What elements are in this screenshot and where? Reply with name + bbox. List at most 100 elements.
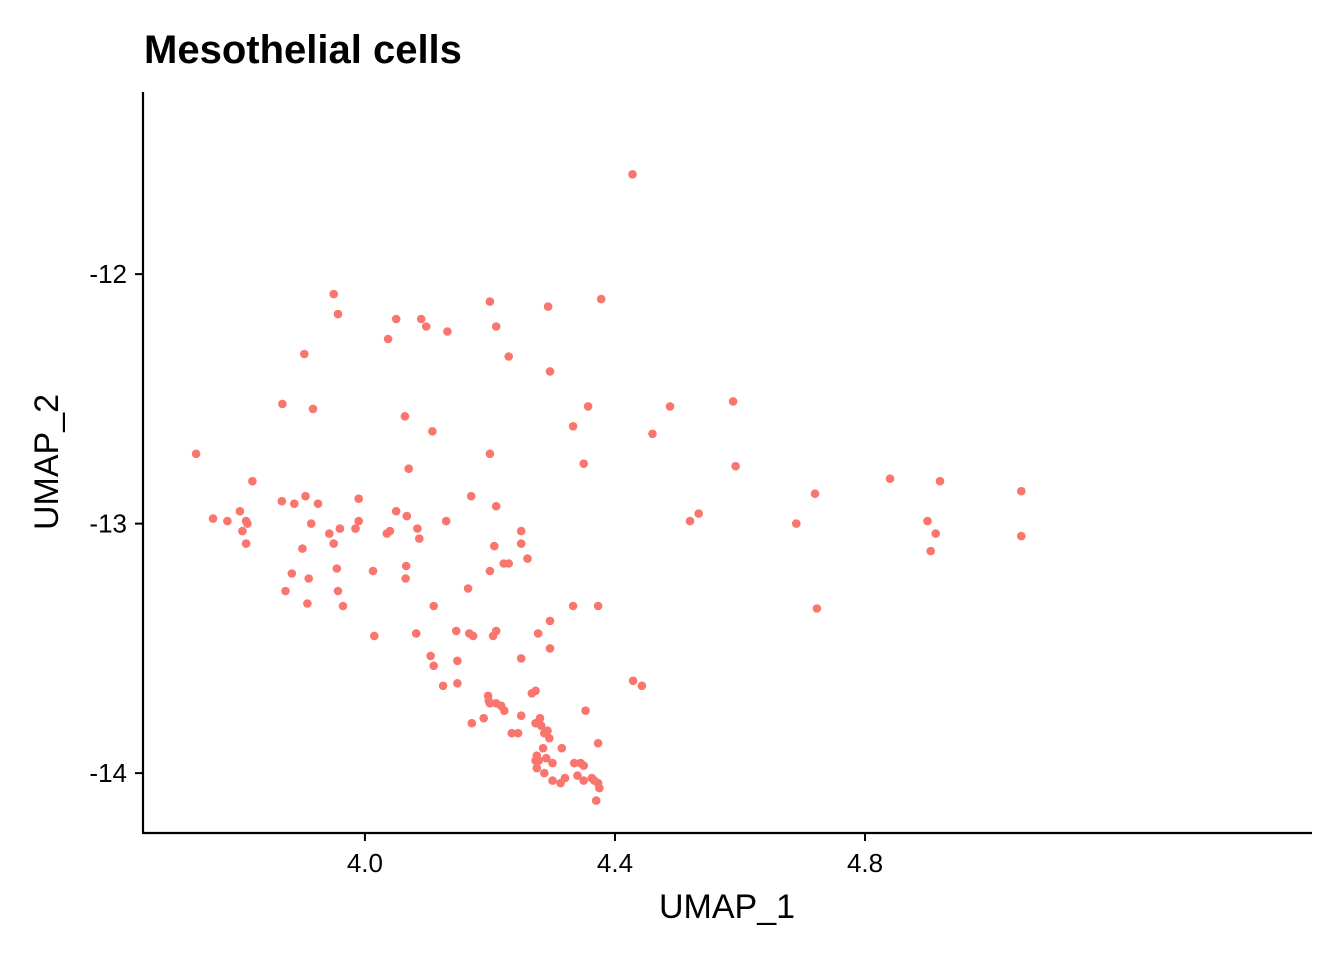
data-point <box>568 601 578 611</box>
data-point <box>335 524 345 533</box>
data-point <box>248 476 257 486</box>
data-point <box>428 427 437 436</box>
data-point <box>351 524 360 533</box>
data-point <box>810 489 820 499</box>
data-point <box>568 422 578 431</box>
data-point <box>595 783 604 793</box>
x-tick-label: 4.4 <box>597 848 633 878</box>
data-point <box>573 771 582 780</box>
data-point <box>504 352 513 361</box>
x-axis-title: UMAP_1 <box>659 888 795 926</box>
data-point <box>485 699 495 708</box>
data-point <box>441 516 451 526</box>
data-point <box>466 491 476 501</box>
data-point <box>354 494 364 504</box>
data-point <box>516 526 526 536</box>
data-point <box>413 524 422 533</box>
data-point <box>301 491 310 501</box>
data-point <box>488 631 498 641</box>
data-point <box>490 541 499 551</box>
data-point <box>792 519 801 528</box>
data-point <box>491 501 501 511</box>
data-point <box>593 738 603 748</box>
data-point <box>308 404 318 414</box>
data-point <box>543 302 553 311</box>
data-point <box>438 681 448 691</box>
data-point <box>556 778 565 788</box>
data-point <box>579 776 588 785</box>
data-point <box>391 506 401 516</box>
data-point <box>329 539 339 548</box>
data-point <box>241 539 251 548</box>
data-point <box>545 733 554 743</box>
data-point <box>926 546 935 556</box>
data-point <box>500 706 509 715</box>
data-point <box>313 499 323 509</box>
data-point <box>306 519 316 528</box>
data-point <box>468 631 478 641</box>
data-point <box>429 601 439 611</box>
data-point <box>281 586 290 596</box>
data-point <box>370 631 379 641</box>
data-point <box>1017 486 1026 496</box>
data-point <box>243 519 252 528</box>
data-point <box>401 574 410 583</box>
data-point <box>628 676 638 686</box>
data-point <box>685 516 695 526</box>
data-point <box>637 681 647 691</box>
data-point <box>931 529 940 538</box>
y-tick-label: -12 <box>89 259 127 289</box>
data-point <box>304 574 314 583</box>
data-point <box>533 629 543 638</box>
data-point <box>426 651 435 661</box>
data-point <box>513 728 523 738</box>
data-point <box>728 397 738 406</box>
data-point <box>332 564 342 573</box>
data-point <box>583 402 593 411</box>
data-point <box>415 534 424 543</box>
data-point <box>382 529 392 538</box>
data-point <box>570 758 579 768</box>
data-point <box>402 511 412 521</box>
data-point <box>485 566 495 576</box>
data-point <box>935 476 945 486</box>
data-point <box>298 544 307 553</box>
data-point <box>648 429 657 439</box>
data-point <box>235 506 245 516</box>
data-point <box>523 554 532 563</box>
data-point <box>354 516 364 526</box>
data-point <box>596 294 606 304</box>
data-point <box>665 402 675 411</box>
data-point <box>238 526 247 536</box>
data-point <box>694 509 703 518</box>
data-point <box>581 706 590 715</box>
data-point <box>485 297 495 306</box>
data-point <box>451 626 461 636</box>
data-point <box>516 711 526 720</box>
data-point <box>429 661 439 671</box>
data-point <box>593 601 603 611</box>
data-point <box>467 718 477 728</box>
data-point <box>812 604 822 613</box>
data-point <box>421 322 431 331</box>
data-point <box>504 559 513 568</box>
data-point <box>463 584 473 593</box>
data-point <box>540 768 549 778</box>
data-point <box>416 314 426 324</box>
data-point <box>538 743 548 753</box>
data-point <box>391 314 401 324</box>
data-point <box>548 776 557 785</box>
data-point <box>277 496 287 506</box>
data-point <box>591 796 601 805</box>
data-point <box>368 566 378 576</box>
data-point <box>191 449 201 459</box>
data-point <box>532 763 542 773</box>
data-point <box>223 516 232 526</box>
data-point <box>507 728 517 738</box>
data-point <box>329 289 339 299</box>
data-point <box>885 474 895 484</box>
data-point <box>287 569 297 578</box>
data-point <box>303 599 312 608</box>
chart-title: Mesothelial cells <box>144 28 462 72</box>
data-point <box>536 721 546 730</box>
